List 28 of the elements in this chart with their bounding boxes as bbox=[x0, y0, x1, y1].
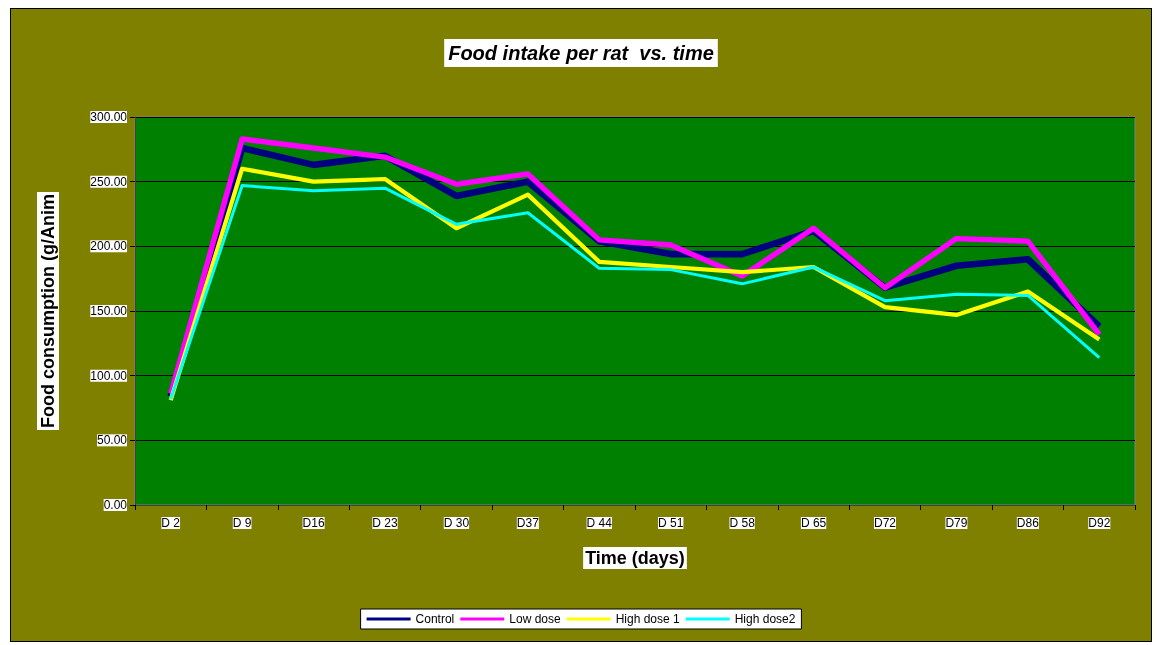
y-tick-label: 300.00 bbox=[90, 110, 128, 124]
legend-label: Control bbox=[415, 612, 455, 626]
legend-label: Low dose bbox=[509, 612, 561, 626]
y-tick-label: 150.00 bbox=[90, 304, 128, 318]
legend-label: High dose2 bbox=[734, 612, 796, 626]
legend-label: High dose 1 bbox=[615, 612, 681, 626]
x-tick-label: D 9 bbox=[232, 516, 252, 530]
y-tick-label: 200.00 bbox=[90, 239, 128, 254]
x-tick-label: D16 bbox=[302, 516, 325, 530]
x-tick-label: D 51 bbox=[658, 516, 684, 530]
x-tick-label: D 2 bbox=[161, 516, 181, 530]
x-tick-label: D79 bbox=[945, 516, 968, 530]
x-tick-label: D72 bbox=[873, 516, 897, 530]
y-tick-label: 100.00 bbox=[90, 368, 128, 383]
x-tick-label: D 44 bbox=[586, 516, 613, 530]
x-axis-title: Time (days) bbox=[585, 548, 685, 568]
y-tick-label: 250.00 bbox=[90, 174, 128, 189]
x-tick-label: D37 bbox=[516, 516, 540, 530]
y-tick-label: 0.00 bbox=[103, 498, 128, 512]
x-tick-label: D92 bbox=[1088, 516, 1111, 530]
x-tick-label: D 58 bbox=[729, 516, 756, 530]
x-tick-label: D 30 bbox=[443, 516, 470, 530]
chart-title: Food intake per rat vs. time bbox=[448, 42, 714, 64]
x-tick-label: D 23 bbox=[372, 516, 398, 530]
y-axis-title: Food consumption (g/Anim bbox=[38, 194, 58, 428]
x-tick-label: D86 bbox=[1016, 516, 1040, 530]
y-tick-label: 50.00 bbox=[96, 433, 128, 448]
x-tick-label: D 65 bbox=[800, 516, 827, 530]
